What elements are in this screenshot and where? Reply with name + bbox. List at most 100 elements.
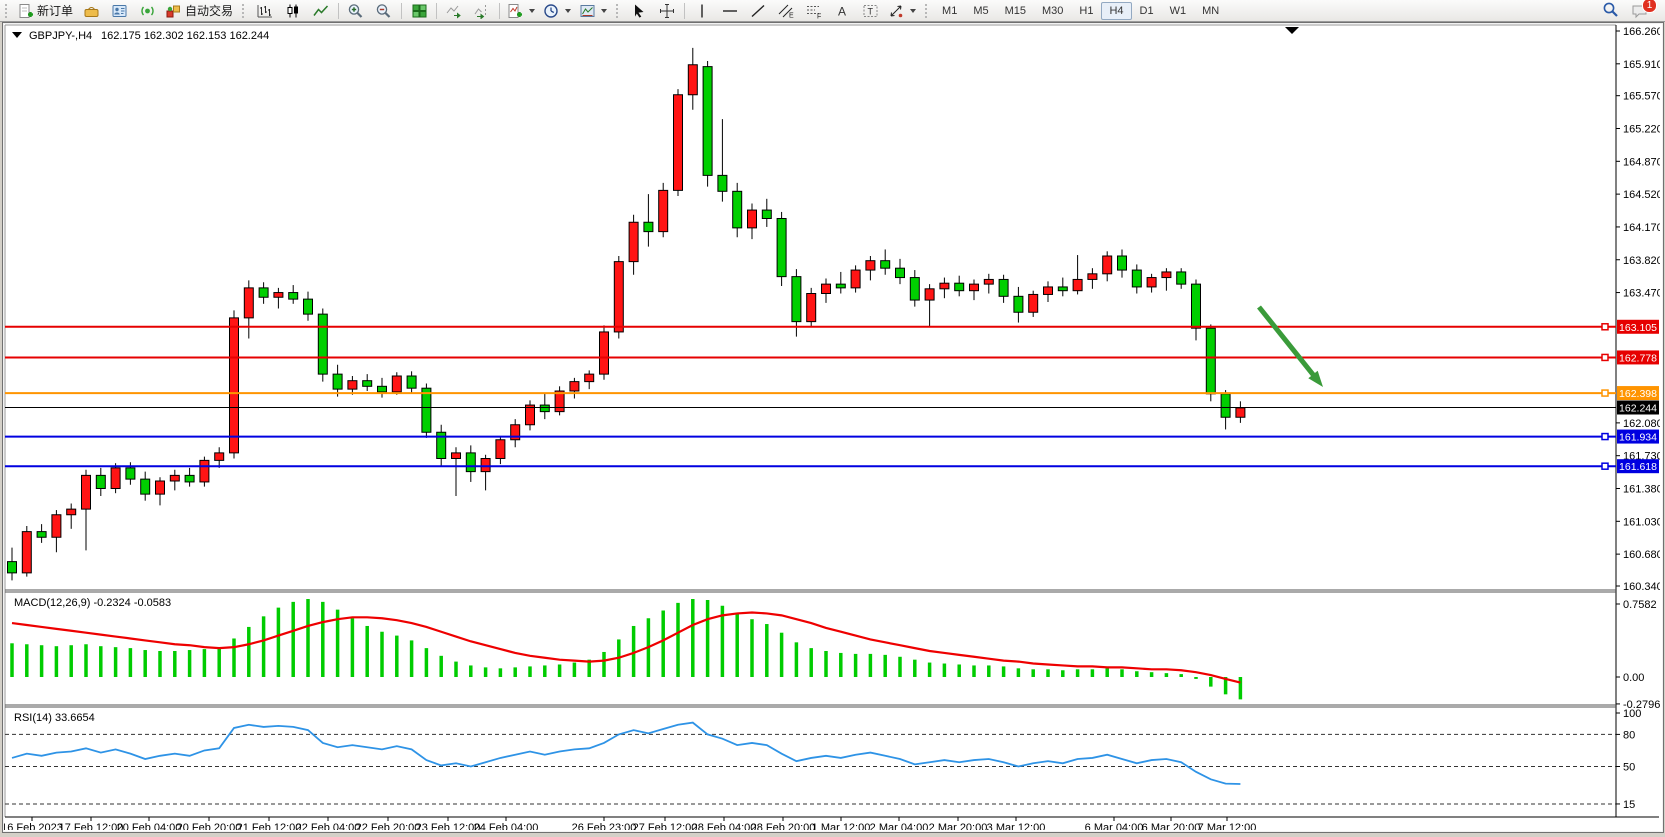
chart-window: 166.260 165.910 165.570 165.220 164.870 164.5… bbox=[2, 22, 1664, 833]
candle-body bbox=[229, 317, 239, 454]
channel-tool-button[interactable]: E bbox=[772, 1, 800, 21]
price-tick-label: 163.820 bbox=[1623, 255, 1660, 267]
line-chart-button[interactable] bbox=[307, 1, 335, 21]
notifications-button[interactable]: 1 bbox=[1631, 0, 1657, 19]
tile-windows-button[interactable] bbox=[405, 1, 433, 21]
vertical-line-tool-button[interactable] bbox=[688, 1, 716, 21]
price-tick-label: 166.260 bbox=[1623, 26, 1660, 38]
time-label: 16 Feb 2023 bbox=[4, 822, 63, 830]
candle-body bbox=[1043, 286, 1053, 295]
crosshair-tool-button[interactable] bbox=[653, 1, 681, 21]
price-tick-label: 162.080 bbox=[1623, 418, 1660, 430]
horizontal-line-tool-button[interactable] bbox=[716, 1, 744, 21]
line-handle[interactable] bbox=[1601, 353, 1609, 362]
periods-button[interactable] bbox=[539, 1, 575, 21]
cursor-tool-button[interactable] bbox=[625, 1, 653, 21]
timeframe-h1[interactable]: H1 bbox=[1079, 4, 1094, 17]
candlestick-series bbox=[7, 47, 1246, 581]
auto-scroll-button[interactable] bbox=[440, 1, 468, 21]
time-label: 20 Feb 04:00 bbox=[117, 822, 182, 830]
rsi-tick-label: 15 bbox=[1623, 799, 1635, 811]
candle-body bbox=[199, 459, 210, 483]
zoom-out-button[interactable] bbox=[370, 1, 398, 21]
price-tag-label: 162.244 bbox=[1619, 403, 1657, 415]
autotrade-button[interactable]: 自动交易 bbox=[161, 1, 237, 21]
templates-button[interactable] bbox=[575, 1, 611, 21]
search-button[interactable] bbox=[1602, 1, 1619, 21]
timeframe-m1[interactable]: M1 bbox=[942, 4, 958, 17]
text-tool-button[interactable]: A bbox=[828, 1, 856, 21]
candle-body bbox=[436, 431, 447, 459]
price-tag bbox=[1617, 319, 1659, 334]
candle-body bbox=[776, 218, 787, 278]
arrows-icon bbox=[890, 5, 903, 17]
macd-tick-label: 0.7582 bbox=[1623, 599, 1657, 611]
line-handle[interactable] bbox=[1601, 432, 1609, 441]
text-icon: A bbox=[838, 4, 846, 18]
market-panel-button[interactable] bbox=[105, 1, 133, 21]
candle-body bbox=[214, 452, 225, 461]
time-label: 6 Mar 20:00 bbox=[1142, 822, 1201, 830]
candle-body bbox=[1117, 255, 1127, 271]
candle-body bbox=[1072, 278, 1083, 292]
candlestick-chart-button[interactable] bbox=[279, 1, 307, 21]
candle-body bbox=[628, 221, 639, 263]
candle-body bbox=[1087, 273, 1098, 280]
candle-body bbox=[510, 424, 521, 441]
one-click-trading-toggle[interactable] bbox=[12, 32, 22, 38]
candle-body bbox=[66, 508, 77, 516]
time-label: 23 Feb 12:00 bbox=[416, 822, 481, 830]
fibonacci-tool-button[interactable]: F bbox=[800, 1, 828, 21]
line-handle[interactable] bbox=[1601, 323, 1609, 331]
timeframe-m5[interactable]: M5 bbox=[973, 4, 989, 17]
chart-shift-button[interactable] bbox=[468, 1, 496, 21]
macd-histogram bbox=[10, 598, 1243, 700]
chart-canvas[interactable]: 166.260 165.910 165.570 165.220 164.870 164.5… bbox=[4, 24, 1660, 830]
candle-body bbox=[1191, 283, 1201, 329]
timeframe-h4[interactable]: H4 bbox=[1101, 1, 1132, 20]
line-handle[interactable] bbox=[1601, 389, 1609, 397]
arrows-tool-button[interactable] bbox=[884, 1, 920, 21]
zoom-in-button[interactable] bbox=[342, 1, 370, 21]
bar-chart-button[interactable] bbox=[251, 1, 279, 21]
candle-body bbox=[909, 277, 920, 301]
candle-body bbox=[525, 404, 535, 426]
candle-body bbox=[732, 190, 743, 229]
indicators-button[interactable] bbox=[503, 1, 539, 21]
trendline-tool-button[interactable] bbox=[744, 1, 772, 21]
price-tick-label: 165.220 bbox=[1623, 124, 1660, 136]
timeframe-m15[interactable]: M15 bbox=[1004, 4, 1026, 17]
toolbar-grip bbox=[242, 3, 247, 18]
autotrade-label: 自动交易 bbox=[185, 4, 234, 18]
scroll-end-marker[interactable] bbox=[1285, 27, 1299, 34]
text-label-icon: T bbox=[863, 4, 878, 17]
rsi-tick-label: 50 bbox=[1623, 762, 1635, 774]
rsi-tick-label: 80 bbox=[1623, 729, 1635, 741]
time-label: 28 Feb 04:00 bbox=[692, 822, 757, 830]
timeframe-mn[interactable]: MN bbox=[1202, 4, 1220, 17]
line-handle[interactable] bbox=[1601, 462, 1609, 470]
svg-text:E: E bbox=[789, 12, 794, 19]
candle-body bbox=[880, 260, 891, 269]
price-tag-label: 163.105 bbox=[1619, 322, 1657, 334]
candle-body bbox=[687, 64, 698, 96]
time-label: 20 Feb 20:00 bbox=[177, 822, 242, 830]
timeframe-d1[interactable]: D1 bbox=[1139, 4, 1154, 17]
candle-body bbox=[1131, 269, 1142, 288]
price-tick-label: 160.680 bbox=[1623, 549, 1660, 561]
time-label: 27 Feb 12:00 bbox=[633, 822, 698, 830]
toolbox-button[interactable] bbox=[77, 1, 105, 21]
timeframe-w1[interactable]: W1 bbox=[1169, 4, 1187, 17]
candle-body bbox=[495, 439, 506, 459]
trend-arrow-annotation[interactable] bbox=[1257, 305, 1318, 380]
trend-arrow-head[interactable] bbox=[1308, 370, 1323, 387]
text-label-tool-button[interactable]: T bbox=[856, 1, 884, 21]
signals-button[interactable] bbox=[133, 1, 161, 21]
rsi-tick-label: 100 bbox=[1623, 708, 1641, 720]
toolbar-grip bbox=[5, 3, 10, 18]
price-tick-label: 160.340 bbox=[1623, 581, 1660, 593]
rsi-line bbox=[11, 721, 1241, 785]
new-order-button[interactable]: 新订单 bbox=[14, 1, 77, 21]
timeframe-m30[interactable]: M30 bbox=[1042, 4, 1064, 17]
price-tick-label: 165.910 bbox=[1623, 59, 1660, 71]
